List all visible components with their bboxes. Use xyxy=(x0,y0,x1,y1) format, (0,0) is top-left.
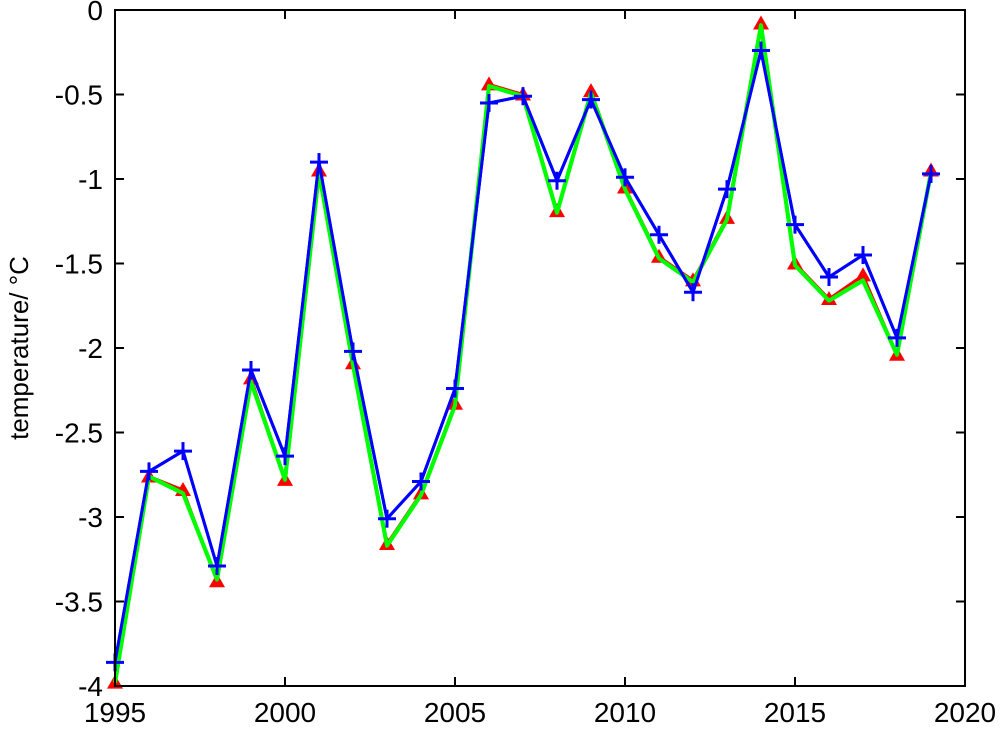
y-axis-label: temperature/ °C xyxy=(4,256,34,440)
x-tick-label: 2020 xyxy=(934,697,996,728)
x-tick-label: 2000 xyxy=(254,697,316,728)
y-tick-label: -3 xyxy=(78,502,103,533)
y-tick-label: -1.5 xyxy=(55,249,103,280)
x-tick-label: 2015 xyxy=(764,697,826,728)
x-tick-label: 1995 xyxy=(84,697,146,728)
y-tick-label: -0.5 xyxy=(55,80,103,111)
x-tick-label: 2005 xyxy=(424,697,486,728)
triangle-marker xyxy=(753,15,769,30)
x-tick-label: 2010 xyxy=(594,697,656,728)
plot-frame xyxy=(114,9,966,687)
tick-labels: 1995 2000 2005 2010 2015 2020 0 -0.5 -1 -1.5 -2 -2.… xyxy=(55,0,996,728)
y-tick-label: -2.5 xyxy=(55,418,103,449)
triangle-marker xyxy=(583,83,599,98)
plot-area xyxy=(115,10,965,686)
series-markers xyxy=(106,15,940,689)
y-tick-label: -2 xyxy=(78,333,103,364)
y-tick-label: -3.5 xyxy=(55,587,103,618)
y-tick-label: 0 xyxy=(87,0,103,26)
triangle-marker xyxy=(855,267,871,282)
y-tick-label: -1 xyxy=(78,164,103,195)
y-tick-label: -4 xyxy=(78,671,103,702)
